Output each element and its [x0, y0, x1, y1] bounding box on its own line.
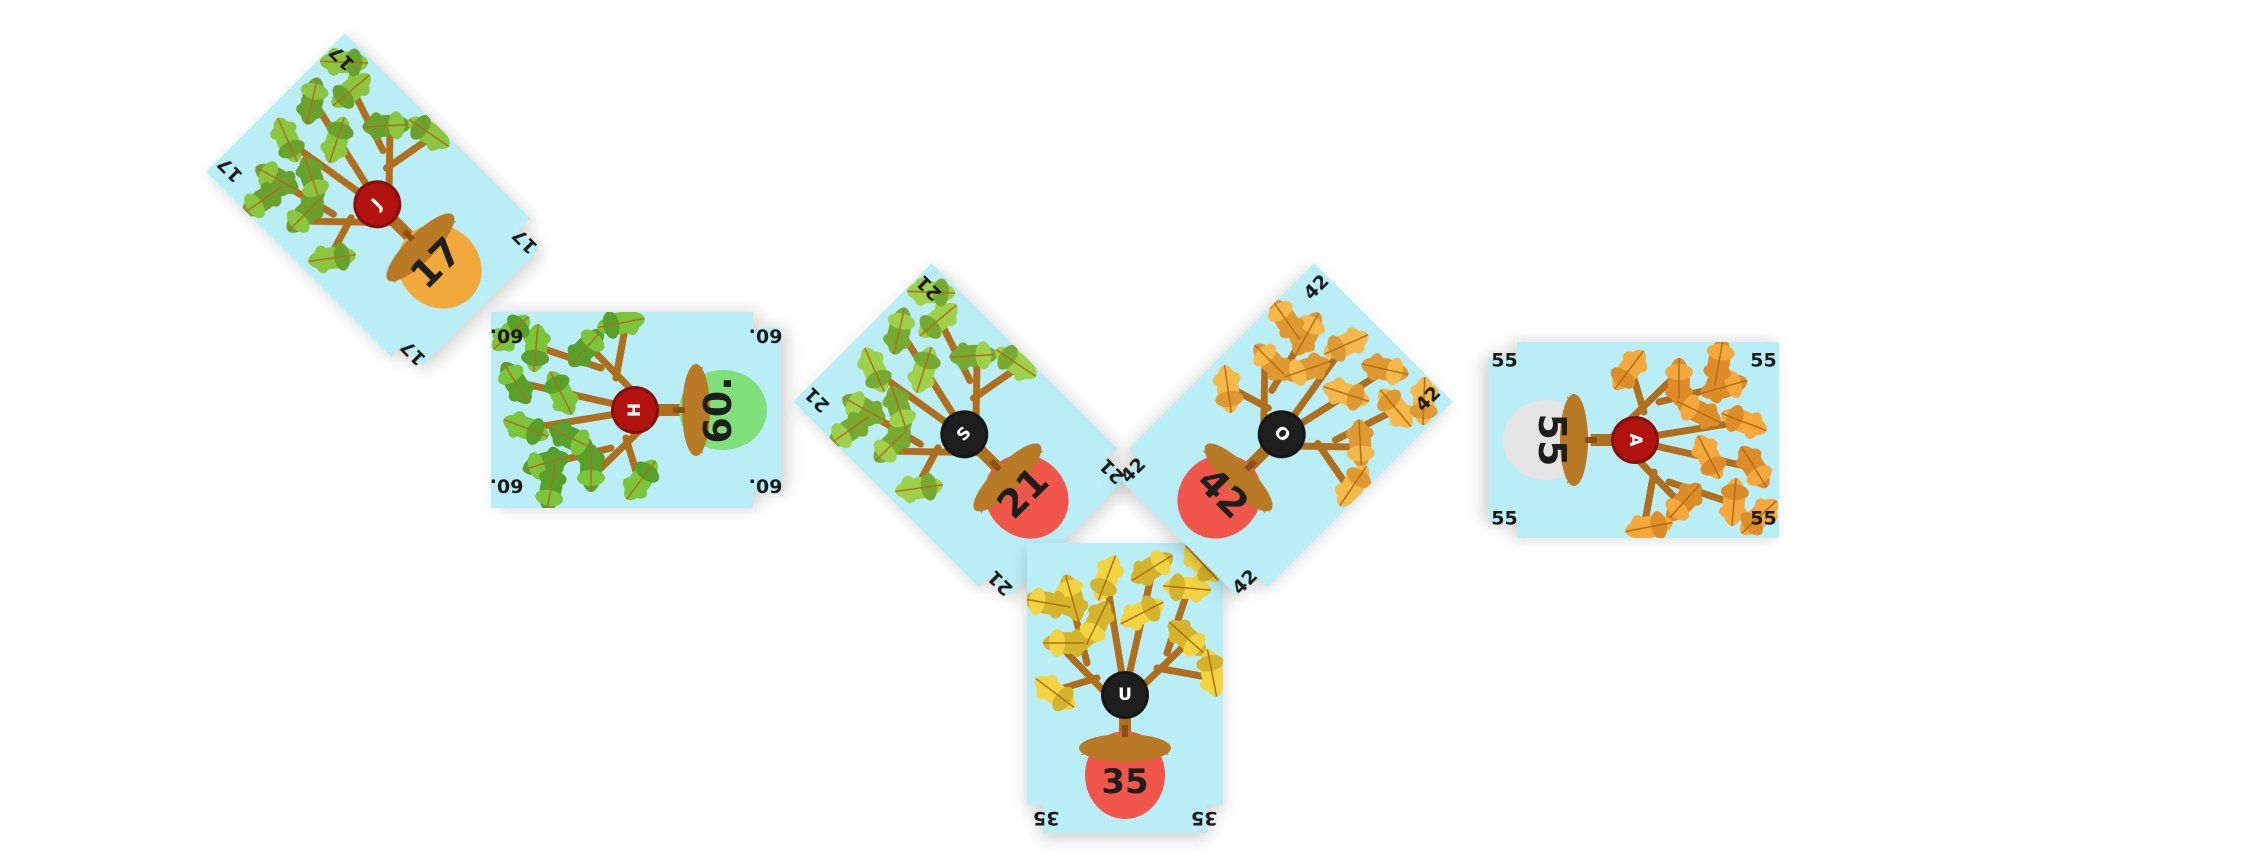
oak-leaf — [1267, 299, 1305, 341]
oak-leaf — [1676, 394, 1722, 430]
oak-leaf — [1120, 595, 1164, 631]
oak-leaf — [1345, 419, 1375, 468]
oak-leaf — [1610, 349, 1648, 391]
acorn-number: 60. — [696, 376, 740, 444]
oak-leaf — [873, 425, 911, 463]
acorn — [386, 213, 482, 309]
oak-leaf — [270, 117, 305, 163]
oak-leaf — [320, 116, 354, 164]
card-corner-value: 55 — [1491, 349, 1518, 372]
oak-leaf — [543, 371, 579, 415]
oak-leaf — [1027, 587, 1071, 619]
oak-leaf — [320, 47, 369, 77]
oak-leaf — [255, 161, 299, 197]
oak-leaf — [995, 344, 1037, 381]
acorn — [1079, 725, 1171, 819]
oak-leaf — [286, 195, 324, 233]
bird-token-A[interactable]: A — [1611, 416, 1659, 464]
oak-leaf — [1377, 388, 1414, 428]
acorn — [673, 364, 767, 456]
oak-leaf — [1665, 358, 1693, 406]
oak-leaf — [242, 181, 284, 219]
oak-card-21[interactable]: 21 21 21 21 S 21 — [793, 263, 1137, 607]
oak-leaf — [1322, 377, 1370, 411]
oak-leaf — [597, 312, 645, 339]
oak-leaf — [296, 77, 329, 125]
oak-leaf — [1739, 498, 1779, 536]
acorn — [973, 443, 1069, 539]
oak-leaf — [1665, 482, 1703, 522]
oak-leaf — [883, 307, 916, 355]
oak-leaf — [503, 411, 549, 445]
oak-leaf — [498, 361, 534, 405]
acorn — [1177, 443, 1273, 539]
bird-token-H[interactable]: H — [611, 386, 659, 434]
oak-card-42[interactable]: 42 42 42 42 O 42 — [1109, 263, 1453, 607]
oak-leaf — [1409, 377, 1439, 426]
acorn-number: 35 — [1101, 762, 1149, 802]
oak-leaf — [907, 346, 941, 394]
oak-leaf — [1625, 511, 1673, 538]
oak-leaf — [548, 420, 594, 456]
bird-token-U[interactable]: U — [1101, 671, 1149, 719]
oak-leaf — [295, 155, 329, 202]
card-corner-value: 55 — [1750, 507, 1777, 530]
oak-leaf — [949, 341, 998, 371]
card-60-artwork — [491, 312, 781, 508]
card-corner-value: 60. — [489, 474, 524, 497]
oak-leaf — [1079, 600, 1115, 646]
oak-leaf — [1212, 365, 1244, 413]
oak-leaf — [1167, 619, 1207, 657]
acorn — [1503, 394, 1597, 486]
oak-card-35[interactable]: 35 35 U 35 — [1027, 543, 1223, 833]
oak-leaf — [895, 472, 943, 504]
card-corner-value: 35 — [1033, 807, 1060, 829]
oak-leaf — [918, 302, 958, 339]
oak-leaf — [577, 444, 605, 492]
oak-card-55[interactable]: 55 55 55 55 A 55 — [1489, 342, 1779, 538]
oak-leaf — [308, 242, 356, 274]
oak-leaf — [521, 324, 551, 372]
oak-leaf — [535, 464, 567, 508]
oak-leaf — [1335, 465, 1372, 507]
oak-leaf — [1090, 555, 1124, 601]
oak-leaf — [491, 314, 531, 352]
oak-leaf — [362, 111, 411, 141]
oak-leaf — [1163, 573, 1211, 603]
oak-leaf — [857, 347, 892, 393]
oak-leaf — [1719, 478, 1749, 526]
oak-leaf — [1043, 629, 1091, 657]
oak-leaf — [1253, 343, 1291, 381]
card-corner-value: 60. — [748, 474, 783, 497]
card-corner-value: 60. — [748, 324, 783, 347]
oak-card-60[interactable]: 60. 60. 60. 60. H 60. — [489, 312, 783, 508]
oak-leaf — [829, 411, 871, 449]
oak-leaf — [622, 459, 660, 501]
oak-leaf — [1361, 353, 1409, 386]
oak-leaf — [1691, 435, 1727, 479]
card-corner-value: 55 — [1491, 507, 1518, 530]
card-corner-value: 60. — [489, 324, 524, 347]
oak-leaf — [408, 114, 450, 151]
oak-leaf — [1736, 445, 1772, 489]
oak-leaf — [331, 72, 371, 109]
oak-leaf — [1721, 405, 1767, 439]
oak-leaf — [1130, 550, 1174, 586]
oak-leaf — [1703, 342, 1735, 386]
oak-leaf — [907, 277, 956, 307]
oak-leaf — [1196, 649, 1223, 697]
card-corner-value: 55 — [1750, 349, 1777, 372]
oak-leaf — [1034, 674, 1076, 712]
oak-leaf — [882, 385, 916, 432]
card-corner-value: 35 — [1190, 807, 1217, 829]
oak-leaf — [567, 328, 605, 368]
oak-leaf — [1284, 352, 1331, 386]
oak-leaf — [1323, 327, 1369, 362]
acorn-number: 55 — [1530, 413, 1574, 467]
oak-card-17[interactable]: 17 17 17 17 J 17 — [206, 33, 550, 377]
